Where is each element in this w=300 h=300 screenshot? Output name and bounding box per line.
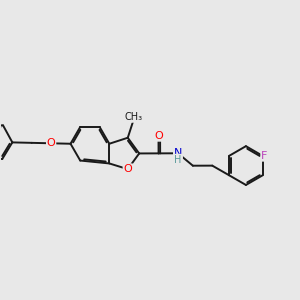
Text: O: O (154, 131, 163, 141)
Text: F: F (261, 151, 268, 161)
Text: CH₃: CH₃ (124, 112, 142, 122)
Text: O: O (47, 138, 56, 148)
Text: N: N (174, 148, 182, 158)
Text: O: O (123, 164, 132, 174)
Text: H: H (174, 154, 182, 165)
